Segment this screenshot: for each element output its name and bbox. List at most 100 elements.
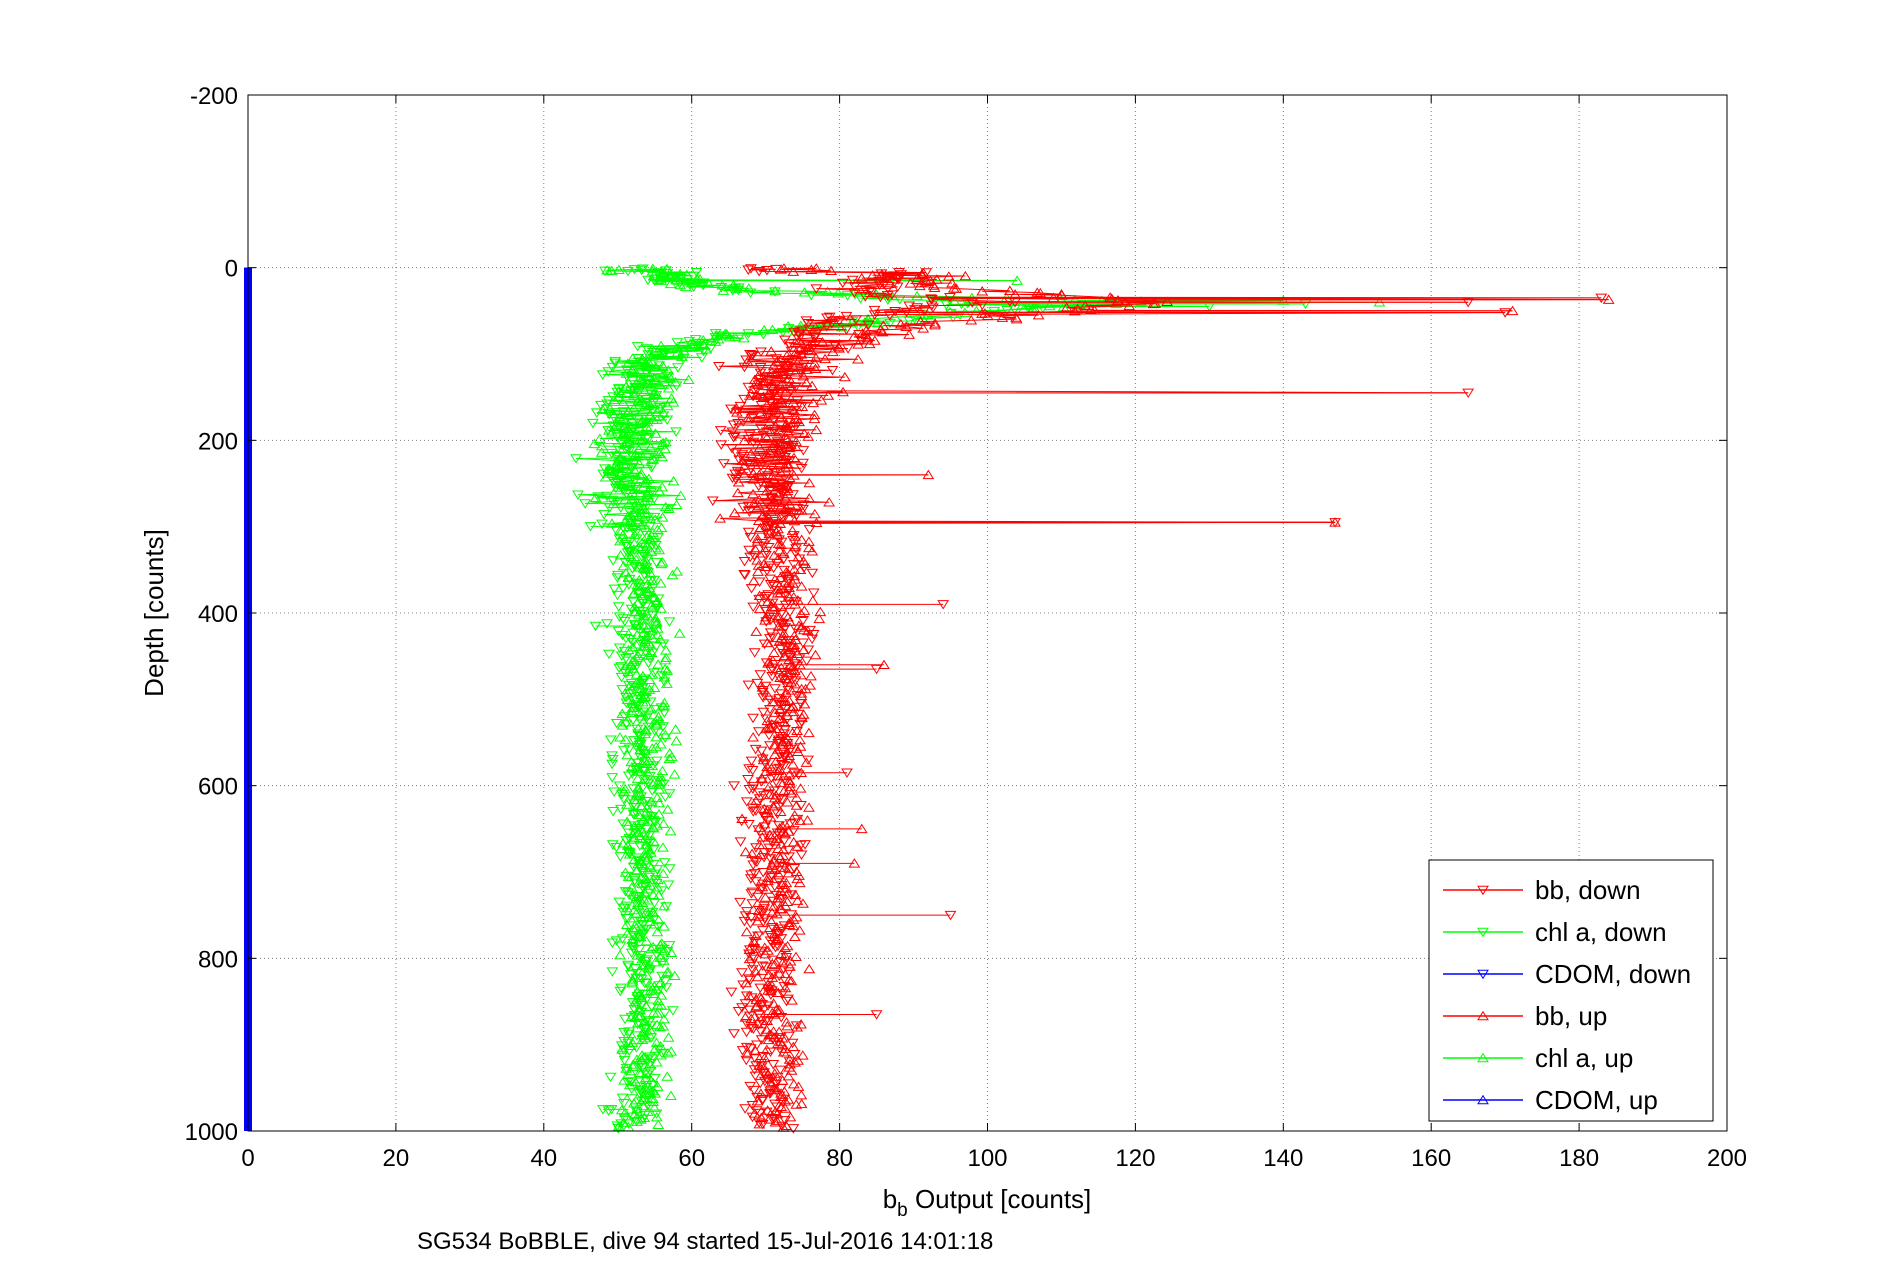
- data-point: [783, 695, 796, 706]
- data-point: [782, 320, 794, 331]
- data-point: [772, 941, 784, 952]
- data-point: [660, 652, 672, 663]
- data-point: [685, 341, 698, 351]
- data-point: [762, 512, 775, 523]
- data-point: [706, 496, 719, 506]
- data-point: [826, 346, 839, 357]
- data-point: [781, 732, 794, 743]
- data-point: [757, 752, 770, 762]
- data-point: [642, 400, 655, 410]
- data-point: [612, 1124, 625, 1134]
- data-point: [658, 945, 671, 956]
- data-point: [855, 272, 868, 283]
- data-point: [654, 1021, 666, 1032]
- data-point: [742, 412, 755, 423]
- data-point: [652, 914, 665, 925]
- data-point: [792, 1081, 805, 1091]
- data-point: [744, 532, 757, 543]
- data-point: [833, 343, 845, 353]
- data-point: [847, 331, 860, 342]
- data-point: [603, 649, 615, 660]
- data-point: [903, 329, 915, 339]
- data-point: [648, 1073, 661, 1084]
- data-point: [647, 941, 659, 952]
- data-point: [756, 451, 769, 461]
- data-point: [606, 755, 619, 765]
- data-point: [766, 632, 779, 643]
- data-point: [589, 492, 602, 503]
- data-point: [612, 1121, 625, 1131]
- data-point: [746, 965, 759, 975]
- data-point: [764, 985, 777, 996]
- data-point: [806, 568, 819, 579]
- data-point: [891, 282, 904, 292]
- data-point: [667, 475, 680, 486]
- data-point: [627, 698, 639, 708]
- data-point: [596, 519, 608, 530]
- data-point: [638, 503, 651, 514]
- data-point: [825, 319, 838, 329]
- data-point: [786, 995, 798, 1005]
- data-point: [976, 286, 989, 296]
- data-point: [660, 902, 673, 912]
- data-point: [866, 270, 879, 280]
- data-point: [743, 545, 756, 556]
- data-point: [775, 619, 788, 630]
- data-point: [796, 401, 809, 411]
- data-point: [745, 1013, 758, 1024]
- data-point: [762, 789, 775, 800]
- data-point: [638, 640, 651, 651]
- data-point: [570, 454, 582, 464]
- data-point: [632, 677, 645, 688]
- data-point: [639, 724, 652, 734]
- data-point: [793, 925, 806, 935]
- data-point: [653, 797, 666, 808]
- data-point: [650, 362, 662, 372]
- data-point: [862, 320, 875, 331]
- data-point: [663, 941, 676, 951]
- data-point: [623, 849, 636, 859]
- data-point: [651, 922, 664, 932]
- data-point: [748, 1108, 761, 1118]
- data-point: [764, 574, 776, 585]
- data-point: [636, 683, 649, 693]
- data-point: [616, 708, 629, 718]
- data-point: [619, 431, 632, 441]
- data-point: [661, 415, 674, 425]
- data-point: [653, 379, 666, 389]
- data-point: [752, 500, 765, 511]
- data-point: [655, 990, 668, 1000]
- data-point: [731, 407, 743, 417]
- data-point: [781, 940, 794, 951]
- data-point: [632, 723, 645, 733]
- data-point: [771, 356, 784, 366]
- data-point: [636, 794, 649, 804]
- data-point: [639, 726, 652, 736]
- data-point: [747, 732, 760, 742]
- data-point: [762, 1072, 775, 1083]
- data-point: [783, 818, 796, 828]
- data-point: [614, 852, 627, 862]
- data-point: [651, 714, 664, 724]
- data-point: [769, 287, 781, 297]
- data-point: [627, 924, 640, 934]
- data-point: [755, 347, 767, 357]
- data-point: [635, 265, 648, 276]
- data-point: [618, 1056, 631, 1066]
- data-point: [630, 789, 643, 799]
- data-point: [930, 274, 943, 284]
- data-point: [767, 415, 780, 426]
- data-point: [651, 1008, 664, 1018]
- data-point: [1060, 302, 1073, 312]
- data-point: [617, 429, 630, 440]
- data-point: [1001, 306, 1013, 316]
- data-point: [661, 400, 674, 411]
- data-point: [882, 295, 894, 306]
- data-point: [622, 549, 635, 559]
- data-point: [754, 1078, 767, 1089]
- data-point: [646, 527, 659, 537]
- data-point: [606, 773, 619, 783]
- data-point: [773, 603, 785, 614]
- data-point: [758, 1052, 771, 1063]
- data-point: [607, 807, 620, 817]
